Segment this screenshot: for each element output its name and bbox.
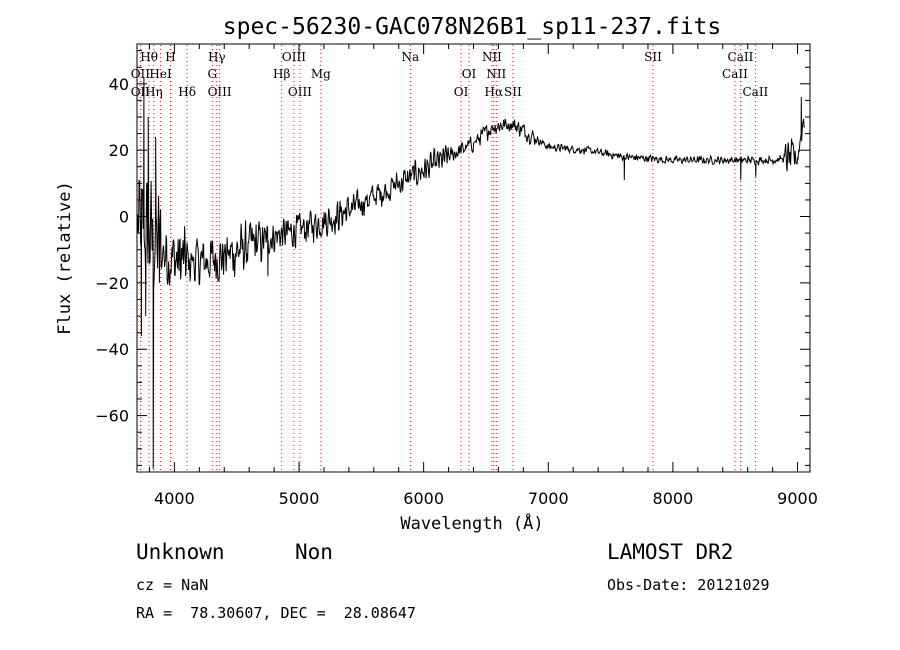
y-tick-label: −60 (95, 407, 129, 426)
y-tick-label: −20 (95, 274, 129, 293)
spectral-line-label: Hδ (178, 85, 196, 99)
spectral-line-label: Hη (145, 85, 163, 99)
spectral-line-label: OIII (282, 50, 306, 64)
y-axis-ticks: −60 −40 −20 0 20 40 (95, 50, 810, 466)
spectral-line-label: OIII (208, 85, 232, 99)
spectral-line-label: NII (482, 50, 502, 64)
spectral-line-label: Na (401, 50, 419, 64)
x-tick-label: 8000 (653, 489, 694, 508)
plot-frame (136, 43, 811, 473)
spectral-line-label: OII (131, 67, 151, 81)
chart-title: spec-56230-GAC078N26B1_sp11-237.fits (223, 14, 722, 40)
spectral-line-label: SII (644, 50, 662, 64)
spectral-line-label: OII (131, 85, 151, 99)
survey-label: LAMOST DR2 (607, 540, 734, 564)
spectral-line-label: H (165, 50, 175, 64)
spectral-line-label: G (207, 67, 217, 81)
x-tick-label: 9000 (777, 489, 818, 508)
spectral-line-label: Hα (485, 85, 504, 99)
class-label: Unknown (136, 540, 225, 564)
spectral-line-label: OI (454, 85, 469, 99)
spectral-line-label: SII (504, 85, 522, 99)
spectrum-series-line (137, 77, 806, 469)
spectral-line-label: Hγ (208, 50, 226, 64)
y-axis-label: Flux (relative) (55, 181, 75, 335)
y-tick-label: 0 (119, 208, 129, 227)
x-tick-label: 7000 (528, 489, 569, 508)
x-axis-label: Wavelength (Å) (400, 512, 543, 534)
spectral-line-label: HeI (149, 67, 172, 81)
x-tick-label: 4000 (154, 489, 195, 508)
spectral-line-label: Hβ (273, 67, 290, 81)
x-tick-label: 6000 (403, 489, 444, 508)
redshift-label: cz = NaN (136, 576, 209, 594)
spectrum-chart: spec-56230-GAC078N26B1_sp11-237.fits Hθ H… (55, 14, 818, 534)
y-tick-label: −40 (95, 340, 129, 359)
spectral-line-label: CaII (728, 50, 754, 64)
spectral-line-label: NII (486, 67, 506, 81)
x-axis-ticks: 4000 5000 6000 7000 8000 9000 (148, 44, 818, 508)
y-tick-label: 20 (109, 141, 129, 160)
obs-date-label: Obs-Date: 20121029 (607, 576, 770, 594)
x-tick-label: 5000 (279, 489, 320, 508)
coordinates-label: RA = 78.30607, DEC = 28.08647 (136, 604, 416, 622)
spectral-line-label: CaII (742, 85, 768, 99)
spectral-line-label: OIII (288, 85, 312, 99)
y-tick-label: 40 (109, 75, 129, 94)
spectral-line-label: CaII (722, 67, 748, 81)
spectral-line-label: OI (462, 67, 477, 81)
spectral-line-label: Mg (311, 67, 331, 81)
spectral-line-label: Hθ (140, 50, 158, 64)
subclass-label: Non (295, 540, 333, 564)
